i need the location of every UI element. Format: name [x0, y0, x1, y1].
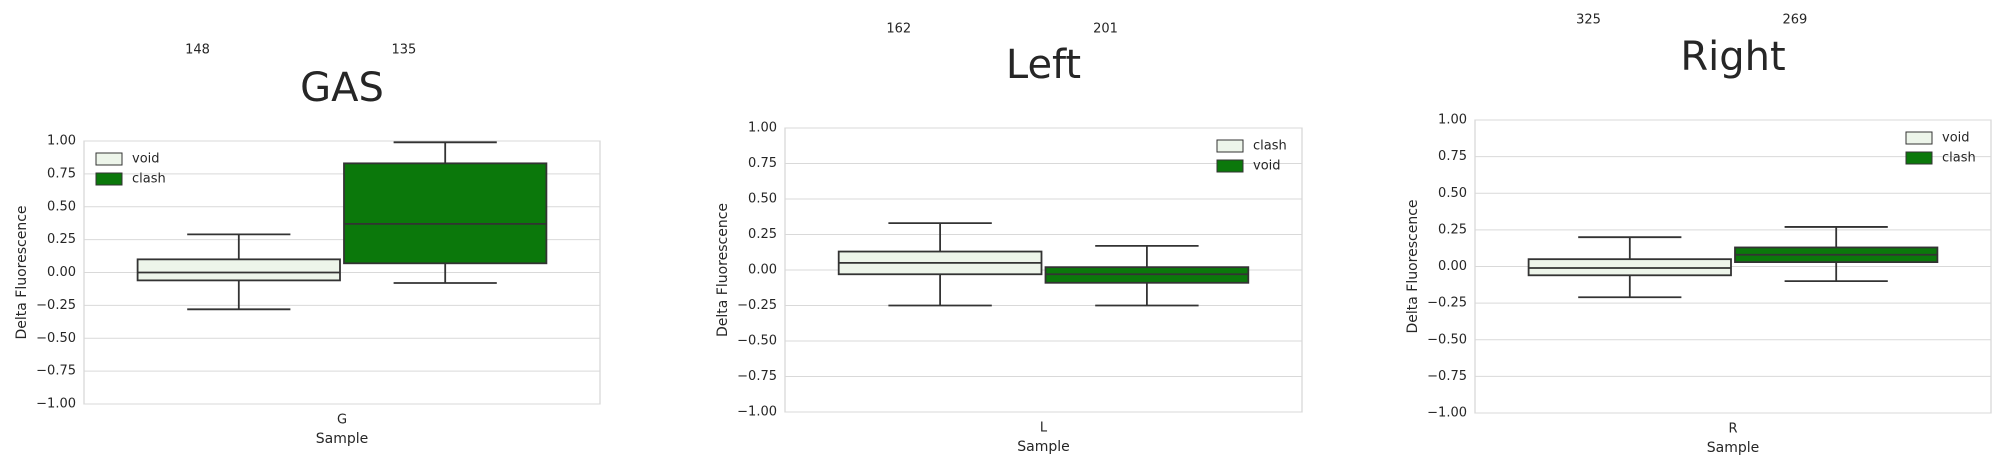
- x-axis-label: Sample: [316, 431, 369, 447]
- legend-swatch: [95, 172, 123, 186]
- y-tick-label: −0.25: [737, 298, 777, 313]
- legend-label: clash: [132, 172, 166, 187]
- y-axis-label: Delta Fluorescence: [1405, 199, 1421, 333]
- y-tick-label: 0.00: [47, 265, 76, 280]
- y-tick-label: 0.50: [748, 192, 777, 207]
- legend-label: clash: [1942, 151, 1976, 166]
- y-tick-label: −0.25: [1427, 296, 1467, 311]
- count-label: 135: [392, 43, 417, 58]
- y-tick-label: 0.25: [748, 227, 777, 242]
- y-tick-label: 0.25: [1438, 222, 1467, 237]
- legend-label: void: [1942, 131, 1970, 146]
- y-tick-label: −0.50: [1427, 332, 1467, 347]
- y-tick-label: −0.75: [36, 364, 76, 379]
- legend-label: clash: [1253, 139, 1287, 154]
- box: [343, 162, 548, 265]
- y-tick-label: −0.50: [36, 331, 76, 346]
- count-label: 325: [1576, 13, 1601, 28]
- legend-label: void: [1253, 159, 1281, 174]
- chart-title: Left: [1006, 42, 1081, 88]
- y-axis-label: Delta Fluorescence: [715, 203, 731, 337]
- x-tick-label: R: [1728, 422, 1737, 437]
- y-tick-label: 0.00: [748, 263, 777, 278]
- count-label: 269: [1783, 13, 1808, 28]
- y-tick-label: 0.00: [1438, 259, 1467, 274]
- y-tick-label: 0.50: [1438, 186, 1467, 201]
- y-tick-label: −1.00: [737, 405, 777, 420]
- x-axis-label: Sample: [1707, 440, 1760, 456]
- count-label: 148: [185, 43, 210, 58]
- y-tick-label: 0.75: [1438, 149, 1467, 164]
- y-axis-label: Delta Fluorescence: [14, 205, 30, 339]
- legend-swatch: [1216, 159, 1244, 173]
- legend-label: void: [132, 152, 160, 167]
- y-tick-label: −1.00: [1427, 406, 1467, 421]
- legend-swatch: [1216, 139, 1244, 153]
- y-tick-label: 1.00: [1438, 113, 1467, 128]
- x-tick-label: G: [337, 413, 347, 428]
- y-tick-label: −1.00: [36, 397, 76, 412]
- y-tick-label: −0.75: [737, 369, 777, 384]
- y-tick-label: 1.00: [47, 134, 76, 149]
- count-label: 162: [886, 22, 911, 37]
- x-tick-label: L: [1040, 421, 1048, 436]
- y-tick-label: 0.25: [47, 232, 76, 247]
- count-label: 201: [1093, 22, 1118, 37]
- chart-title: GAS: [300, 65, 384, 111]
- y-tick-label: 0.75: [47, 166, 76, 181]
- legend-swatch: [1905, 151, 1933, 165]
- y-tick-label: −0.50: [737, 334, 777, 349]
- y-tick-label: −0.25: [36, 298, 76, 313]
- chart-title: Right: [1680, 34, 1785, 80]
- legend-swatch: [1905, 131, 1933, 145]
- y-tick-label: 1.00: [748, 121, 777, 136]
- y-tick-label: 0.75: [748, 156, 777, 171]
- y-tick-label: 0.50: [47, 199, 76, 214]
- x-axis-label: Sample: [1017, 439, 1070, 455]
- y-tick-label: −0.75: [1427, 369, 1467, 384]
- box: [136, 258, 341, 282]
- legend-swatch: [95, 152, 123, 166]
